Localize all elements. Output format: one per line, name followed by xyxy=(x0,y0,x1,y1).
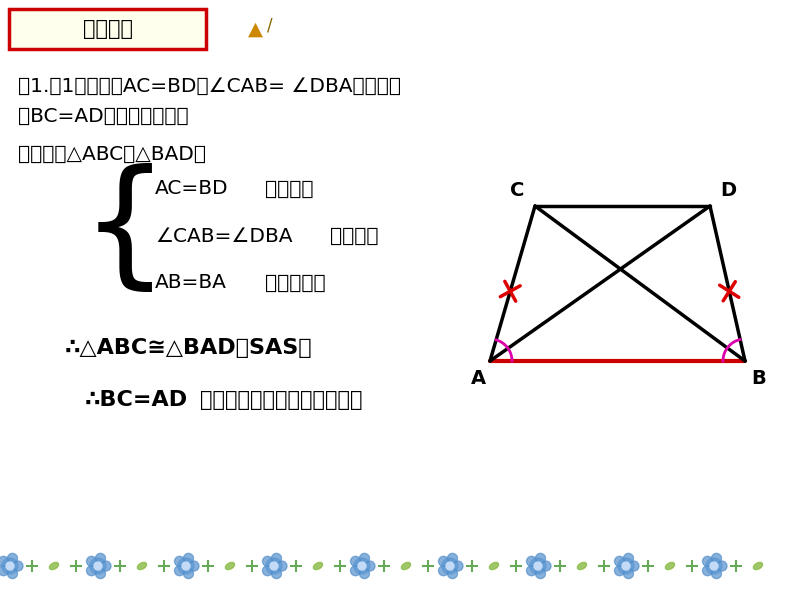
Circle shape xyxy=(535,554,545,563)
Text: ∠CAB=∠DBA: ∠CAB=∠DBA xyxy=(155,226,292,246)
Circle shape xyxy=(2,558,18,574)
Circle shape xyxy=(6,562,14,570)
Circle shape xyxy=(87,566,97,576)
Circle shape xyxy=(266,558,282,574)
Text: AB=BA: AB=BA xyxy=(155,274,227,293)
Ellipse shape xyxy=(49,563,59,570)
Text: 证明：在△ABC与△BAD中: 证明：在△ABC与△BAD中 xyxy=(18,144,206,163)
Circle shape xyxy=(703,566,712,576)
Circle shape xyxy=(13,561,23,571)
Circle shape xyxy=(350,566,360,576)
FancyBboxPatch shape xyxy=(9,9,206,49)
Ellipse shape xyxy=(137,563,147,570)
Text: A: A xyxy=(470,370,486,389)
Text: AC=BD: AC=BD xyxy=(155,179,229,198)
Circle shape xyxy=(95,569,106,579)
Circle shape xyxy=(442,558,458,574)
Circle shape xyxy=(94,562,102,570)
Circle shape xyxy=(703,556,712,566)
Circle shape xyxy=(182,562,190,570)
Circle shape xyxy=(7,569,17,579)
Text: （已知）: （已知） xyxy=(330,226,379,246)
Ellipse shape xyxy=(314,563,322,570)
Circle shape xyxy=(446,562,454,570)
Ellipse shape xyxy=(754,563,762,570)
Circle shape xyxy=(717,561,727,571)
Circle shape xyxy=(277,561,287,571)
Text: ∴△ABC≅△BAD（SAS）: ∴△ABC≅△BAD（SAS） xyxy=(65,338,313,358)
Circle shape xyxy=(615,566,625,576)
Circle shape xyxy=(618,558,634,574)
Circle shape xyxy=(263,566,272,576)
Circle shape xyxy=(711,569,722,579)
Circle shape xyxy=(175,556,184,566)
Circle shape xyxy=(0,556,9,566)
Circle shape xyxy=(453,561,463,571)
Circle shape xyxy=(263,556,272,566)
Circle shape xyxy=(183,554,194,563)
Circle shape xyxy=(526,556,537,566)
Text: C: C xyxy=(510,181,524,200)
Circle shape xyxy=(530,558,546,574)
Circle shape xyxy=(535,569,545,579)
Text: ∴BC=AD: ∴BC=AD xyxy=(85,390,188,410)
Circle shape xyxy=(622,562,630,570)
Circle shape xyxy=(189,561,199,571)
Circle shape xyxy=(706,558,722,574)
Text: （全等三角形的对应边相等）: （全等三角形的对应边相等） xyxy=(200,390,363,410)
Circle shape xyxy=(350,556,360,566)
Text: 例题欣赏: 例题欣赏 xyxy=(83,19,133,39)
Circle shape xyxy=(270,562,278,570)
Circle shape xyxy=(623,569,634,579)
Circle shape xyxy=(7,554,17,563)
Circle shape xyxy=(354,558,370,574)
Circle shape xyxy=(448,554,457,563)
Text: （已知）: （已知） xyxy=(265,179,314,198)
Circle shape xyxy=(360,569,369,579)
Circle shape xyxy=(87,556,97,566)
Circle shape xyxy=(615,556,625,566)
Circle shape xyxy=(272,569,281,579)
Text: 断BC=AD吗？说明理由。: 断BC=AD吗？说明理由。 xyxy=(18,107,189,126)
Circle shape xyxy=(101,561,111,571)
Circle shape xyxy=(95,554,106,563)
Ellipse shape xyxy=(402,563,410,570)
Circle shape xyxy=(183,569,194,579)
Circle shape xyxy=(365,561,375,571)
Circle shape xyxy=(175,566,184,576)
Circle shape xyxy=(438,566,449,576)
Circle shape xyxy=(178,558,194,574)
Text: B: B xyxy=(752,370,766,389)
Circle shape xyxy=(710,562,718,570)
Text: {: { xyxy=(81,163,169,299)
Circle shape xyxy=(360,554,369,563)
Circle shape xyxy=(541,561,551,571)
Circle shape xyxy=(623,554,634,563)
Text: （公共边）: （公共边） xyxy=(265,274,326,293)
Circle shape xyxy=(90,558,106,574)
Text: ▲: ▲ xyxy=(248,20,263,39)
Ellipse shape xyxy=(577,563,587,570)
Circle shape xyxy=(0,566,9,576)
Circle shape xyxy=(629,561,639,571)
Ellipse shape xyxy=(489,563,499,570)
Ellipse shape xyxy=(665,563,675,570)
Circle shape xyxy=(534,562,542,570)
Ellipse shape xyxy=(225,563,234,570)
Circle shape xyxy=(272,554,281,563)
Text: /: / xyxy=(268,16,273,34)
Circle shape xyxy=(438,556,449,566)
Circle shape xyxy=(526,566,537,576)
Circle shape xyxy=(711,554,722,563)
Circle shape xyxy=(358,562,366,570)
Circle shape xyxy=(448,569,457,579)
Text: D: D xyxy=(720,181,736,200)
Text: 例1.（1）如图，AC=BD，∠CAB= ∠DBA，你能判: 例1.（1）如图，AC=BD，∠CAB= ∠DBA，你能判 xyxy=(18,76,401,95)
